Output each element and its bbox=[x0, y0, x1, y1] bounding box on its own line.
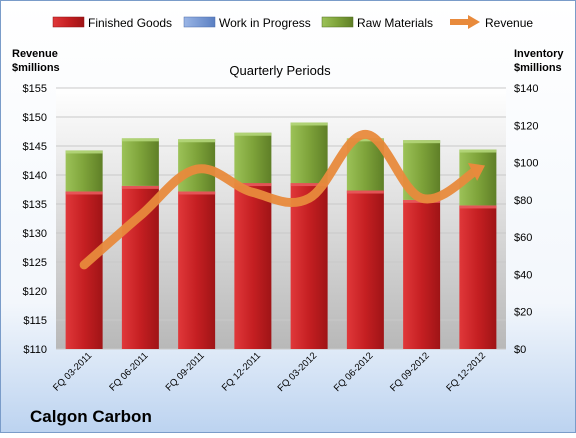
bar-raw-materials bbox=[65, 150, 103, 192]
bar-finished-goods-top bbox=[459, 205, 497, 209]
legend-swatch-finished-goods bbox=[52, 16, 85, 28]
bar-raw-materials bbox=[234, 132, 272, 184]
legend-item-work-in-progress: Work in Progress bbox=[183, 16, 311, 30]
bar-finished-goods bbox=[65, 191, 103, 349]
right-axis-ticks: $0 $20 $40 $60 $80 $100 $120 $140 bbox=[514, 83, 538, 356]
left-tick-label: $155 bbox=[23, 83, 47, 95]
bar-finished-goods-top bbox=[290, 183, 328, 187]
legend-swatch-revenue-arrow bbox=[468, 15, 480, 29]
legend-swatch-work-in-progress bbox=[183, 16, 216, 28]
bar-raw-materials-top bbox=[459, 149, 497, 153]
right-tick-label: $120 bbox=[514, 120, 538, 132]
revenue-line bbox=[79, 129, 485, 270]
legend-label-work-in-progress: Work in Progress bbox=[219, 16, 311, 30]
right-tick-label: $20 bbox=[514, 307, 532, 319]
bar-finished-goods bbox=[234, 183, 272, 349]
right-axis-label-line1: Inventory bbox=[514, 48, 564, 60]
right-tick-label: $100 bbox=[514, 158, 538, 170]
legend-swatch-raw-materials bbox=[321, 16, 354, 28]
left-axis-label-line2: $millions bbox=[12, 62, 60, 74]
left-tick-label: $150 bbox=[23, 112, 47, 124]
left-tick-label: $125 bbox=[23, 257, 47, 269]
right-tick-label: $140 bbox=[514, 83, 538, 95]
bar-raw-materials-top bbox=[121, 138, 159, 142]
right-tick-label: $40 bbox=[514, 269, 532, 281]
bar-finished-goods-top bbox=[346, 190, 384, 194]
right-tick-label: $60 bbox=[514, 232, 532, 244]
right-tick-label: $0 bbox=[514, 344, 526, 356]
bar-finished-goods-top bbox=[178, 191, 216, 195]
bar-finished-goods bbox=[178, 191, 216, 349]
bar-finished-goods-top bbox=[121, 185, 159, 189]
legend-label-revenue: Revenue bbox=[485, 16, 533, 30]
legend-item-finished-goods: Finished Goods bbox=[52, 16, 172, 30]
legend-label-finished-goods: Finished Goods bbox=[88, 16, 172, 30]
left-tick-label: $130 bbox=[23, 228, 47, 240]
legend-label-raw-materials: Raw Materials bbox=[357, 16, 433, 30]
bar-finished-goods bbox=[290, 183, 328, 349]
bar-finished-goods-top bbox=[65, 191, 103, 195]
left-axis-label-line1: Revenue bbox=[12, 48, 58, 60]
bar-raw-materials bbox=[290, 122, 328, 184]
bar-raw-materials-top bbox=[234, 132, 272, 136]
left-tick-label: $140 bbox=[23, 170, 47, 182]
bar-raw-materials-top bbox=[403, 140, 441, 144]
left-tick-label: $110 bbox=[23, 344, 47, 356]
right-tick-label: $80 bbox=[514, 195, 532, 207]
legend: Finished Goods Work in Progress Raw Mate… bbox=[52, 15, 533, 30]
bars bbox=[65, 122, 497, 349]
bar-raw-materials-top bbox=[178, 139, 216, 143]
legend-item-revenue: Revenue bbox=[450, 15, 533, 30]
bar-finished-goods bbox=[403, 199, 441, 349]
left-tick-label: $115 bbox=[23, 315, 47, 327]
chart-title: Quarterly Periods bbox=[229, 63, 331, 78]
revenue-series-line bbox=[79, 129, 483, 270]
bar-raw-materials bbox=[121, 138, 159, 186]
revenue-arrowhead bbox=[467, 163, 485, 181]
bar-finished-goods bbox=[459, 205, 497, 349]
left-tick-label: $145 bbox=[23, 141, 47, 153]
bar-finished-goods bbox=[346, 190, 384, 349]
bar-raw-materials-top bbox=[346, 138, 384, 142]
right-axis-label-line2: $millions bbox=[514, 62, 562, 74]
left-tick-label: $120 bbox=[23, 286, 47, 298]
bar-raw-materials-top bbox=[290, 122, 328, 126]
legend-item-raw-materials: Raw Materials bbox=[321, 16, 433, 30]
bar-finished-goods-top bbox=[234, 183, 272, 187]
left-axis-ticks: $110 $115 $120 $125 $130 $135 $140 $145 $150 $155 bbox=[23, 83, 47, 356]
company-name: Calgon Carbon bbox=[30, 407, 152, 426]
left-tick-label: $135 bbox=[23, 199, 47, 211]
bar-raw-materials-top bbox=[65, 150, 103, 154]
